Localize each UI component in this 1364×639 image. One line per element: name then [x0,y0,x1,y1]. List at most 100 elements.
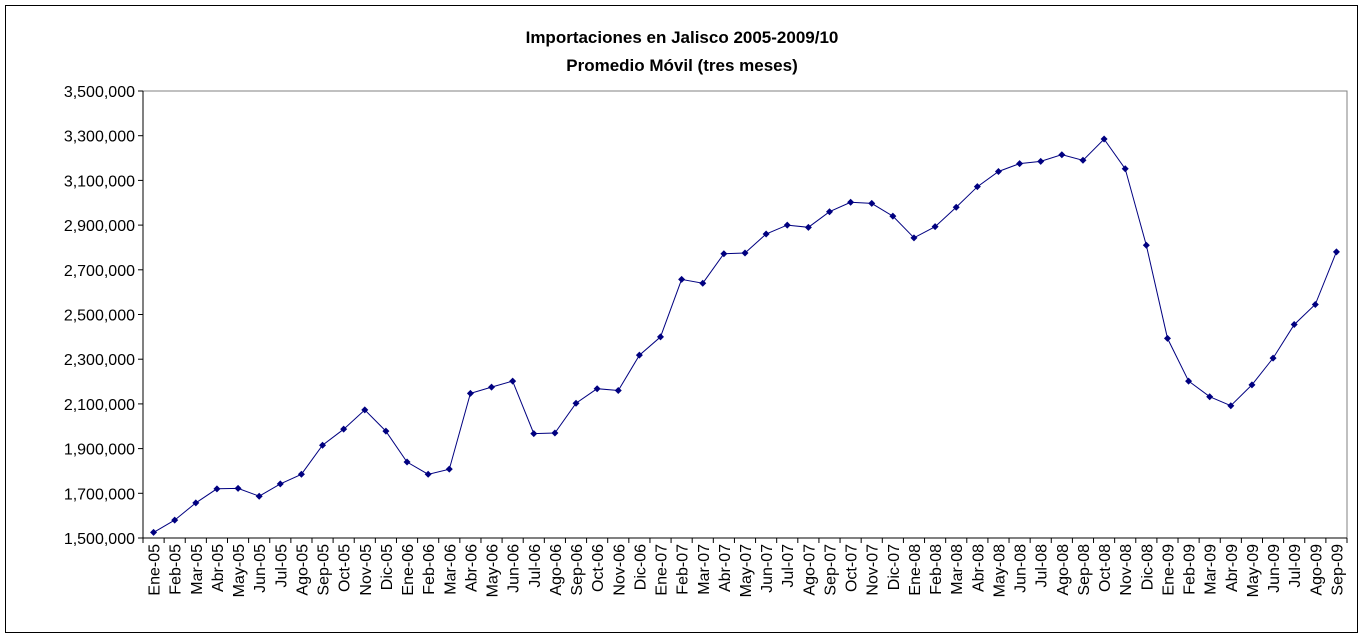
point-marker [720,250,728,258]
x-tick-label: Sep-08 [1076,544,1093,596]
point-marker [466,389,474,397]
point-marker [1185,377,1193,385]
x-tick-label: Oct-06 [590,544,607,592]
point-marker [255,492,263,500]
point-marker [657,333,665,341]
point-marker [678,275,686,283]
x-tick-label: Ene-05 [147,544,164,596]
x-tick-label: Jul-09 [1287,544,1304,588]
x-tick-label: Feb-08 [928,544,945,595]
x-tick-label: Jul-05 [273,544,290,588]
x-tick-label: Feb-07 [675,544,692,595]
point-marker [1227,402,1235,410]
point-marker [1269,354,1277,362]
point-marker [1037,157,1045,165]
point-marker [213,485,221,493]
x-tick-label: Ene-08 [907,544,924,596]
x-tick-label: Sep-06 [569,544,586,596]
x-tick-label: Dic-08 [1139,544,1156,590]
point-marker [1206,393,1214,401]
x-tick-label: May-06 [485,544,502,597]
x-tick-label: Feb-05 [168,544,185,595]
point-marker [889,212,897,220]
plot-area [142,90,1348,539]
x-tick-label: Mar-06 [442,544,459,595]
x-tick-label: Sep-09 [1329,544,1346,596]
x-tick-label: Ago-08 [1055,544,1072,596]
point-marker [445,465,453,473]
x-tick-label: Ago-06 [548,544,565,596]
x-tick-label: Jun-08 [1013,544,1030,593]
chart-subtitle: Promedio Móvil (tres meses) [566,56,797,75]
x-tick-label: Jun-05 [252,544,269,593]
point-marker [361,406,369,414]
y-tick-label: 2,900,000 [64,218,135,235]
x-tick-label: Abr-08 [970,544,987,592]
point-marker [530,430,538,438]
x-tick-label: Jun-06 [506,544,523,593]
x-tick-label: Dic-05 [379,544,396,590]
point-marker [1332,248,1340,256]
point-marker [868,199,876,207]
point-marker [593,385,601,393]
point-marker [931,223,939,231]
x-tick-label: Oct-05 [337,544,354,592]
point-marker [825,208,833,216]
point-marker [1248,381,1256,389]
y-tick-label: 1,500,000 [64,531,135,548]
y-tick-label: 3,500,000 [64,84,135,101]
x-tick-label: Mar-08 [949,544,966,595]
x-tick-label: May-08 [991,544,1008,597]
point-marker [1058,151,1066,159]
point-marker [1100,135,1108,143]
point-marker [150,528,158,536]
x-tick-label: Sep-05 [316,544,333,596]
x-tick-label: Ene-07 [654,544,671,596]
x-tick-label: Nov-08 [1118,544,1135,596]
x-tick-label: Jul-08 [1034,544,1051,588]
point-marker [1311,300,1319,308]
y-tick-label: 1,900,000 [64,442,135,459]
y-tick-label: 2,500,000 [64,308,135,325]
point-marker [340,425,348,433]
x-tick-label: Feb-09 [1182,544,1199,595]
x-tick-label: Abr-06 [463,544,480,592]
x-tick-label: Ago-09 [1308,544,1325,596]
x-tick-label: Oct-08 [1097,544,1114,592]
x-tick-label: Mar-07 [696,544,713,595]
x-tick-label: Abr-09 [1224,544,1241,592]
point-marker [1163,334,1171,342]
x-tick-label: May-07 [738,544,755,597]
point-marker [783,221,791,229]
x-tick-label: Oct-07 [844,544,861,592]
x-tick-label: Nov-05 [358,544,375,596]
point-marker [171,516,179,524]
x-tick-label: Abr-05 [210,544,227,592]
point-marker [804,223,812,231]
point-marker [403,458,411,466]
chart-title: Importaciones en Jalisco 2005-2009/10 [526,28,839,47]
point-marker [1079,156,1087,164]
point-marker [276,480,284,488]
point-marker [635,351,643,359]
x-tick-label: May-09 [1245,544,1262,597]
point-marker [572,399,580,407]
point-marker [952,203,960,211]
point-marker [234,484,242,492]
x-tick-label: May-05 [231,544,248,597]
point-marker [488,383,496,391]
x-tick-label: Ago-05 [294,544,311,596]
x-tick-label: Ene-06 [400,544,417,596]
x-tick-label: Sep-07 [822,544,839,596]
point-marker [551,429,559,437]
y-tick-label: 2,300,000 [64,352,135,369]
point-marker [319,441,327,449]
point-marker [382,427,390,435]
x-tick-label: Nov-06 [611,544,628,596]
point-marker [614,386,622,394]
point-marker [994,167,1002,175]
point-marker [1290,321,1298,329]
point-marker [847,198,855,206]
x-tick-label: Jul-06 [527,544,544,588]
x-tick-label: Dic-07 [886,544,903,590]
